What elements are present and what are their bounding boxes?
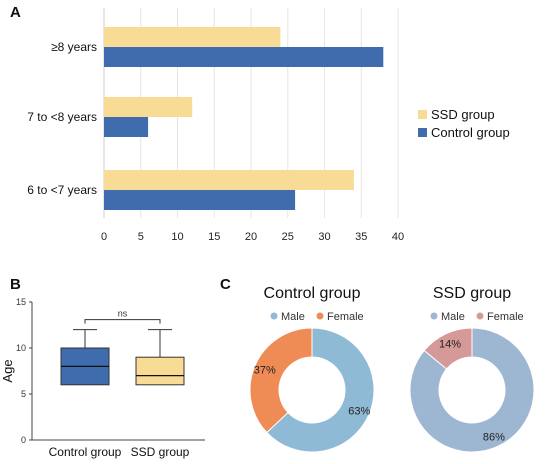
significance-bracket	[84, 319, 161, 324]
y-tick-label: 10	[16, 343, 26, 353]
category-label: 7 to <8 years	[27, 110, 97, 124]
donut-title: SSD group	[433, 285, 511, 302]
box-plot-age: 0 5 10 15 Age Control group SSD group ns	[0, 297, 205, 459]
legend-label-ssd-group: SSD group	[431, 107, 495, 122]
y-tick-label: 15	[16, 297, 26, 307]
slice-label-male: 86%	[483, 432, 505, 444]
slice-label-female: 37%	[254, 365, 276, 377]
donut-slice-male	[409, 327, 535, 453]
donut-slice-male	[266, 327, 375, 453]
legend-dot-male	[270, 312, 278, 320]
legend-label-male: Male	[441, 311, 465, 323]
bar-control-group-7-to-8-years	[104, 117, 149, 137]
donut-slice-female	[423, 327, 473, 370]
donut-chart-control-group: Control group Male Female 63% 37%	[249, 285, 375, 453]
x-tick-label: 10	[171, 231, 183, 243]
legend-dot-male	[430, 312, 438, 320]
donut-slice-female	[249, 327, 313, 434]
box-ssd-group	[135, 356, 185, 386]
bar-control-group-6-to-7-years	[104, 190, 296, 210]
legend-label-male: Male	[281, 311, 305, 323]
legend-label-female: Female	[327, 311, 364, 323]
panel-label-b: B	[10, 276, 21, 293]
x-category-label: SSD group	[131, 445, 190, 459]
significance-label: ns	[118, 309, 128, 319]
x-tick-label: 20	[245, 231, 257, 243]
slice-label-female: 14%	[439, 338, 461, 350]
donut-title: Control group	[264, 285, 361, 302]
legend-swatch-ssd-group	[418, 110, 427, 119]
legend-swatch-control-group	[418, 128, 427, 137]
panel-label-a: A	[10, 4, 21, 21]
y-tick-label: 5	[21, 389, 26, 399]
donut-chart-ssd-group: SSD group Male Female 86% 14%	[409, 285, 535, 453]
x-tick-label: 5	[138, 231, 144, 243]
category-label: 6 to <7 years	[27, 183, 97, 197]
x-tick-label: 30	[318, 231, 330, 243]
x-tick-label: 0	[101, 231, 107, 243]
x-tick-label: 25	[282, 231, 294, 243]
legend-label-female: Female	[487, 311, 524, 323]
legend-label-control-group: Control group	[431, 125, 510, 140]
bar-ssd-group-7-to-8-years	[104, 97, 193, 117]
x-tick-label: 15	[208, 231, 220, 243]
y-axis-title: Age	[0, 359, 15, 382]
bar-control-group-8-years	[104, 47, 384, 67]
bar-chart-age-groups: 0 5 10 15 20 25 30 35 40 ≥8 years 7 to <8 years 6 t…	[27, 8, 510, 243]
y-tick-label: 0	[21, 435, 26, 445]
bar-ssd-group-8-years	[104, 27, 281, 47]
slice-label-male: 63%	[348, 405, 370, 417]
x-tick-label: 40	[392, 231, 404, 243]
x-tick-label: 35	[355, 231, 367, 243]
bar-ssd-group-6-to-7-years	[104, 170, 354, 190]
category-label: ≥8 years	[51, 40, 97, 54]
legend-dot-female	[316, 312, 324, 320]
x-category-label: Control group	[49, 445, 122, 459]
legend-dot-female	[476, 312, 484, 320]
panel-label-c: C	[220, 276, 231, 293]
